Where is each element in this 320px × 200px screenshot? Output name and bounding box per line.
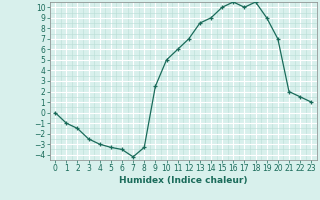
X-axis label: Humidex (Indice chaleur): Humidex (Indice chaleur) [119, 176, 247, 185]
